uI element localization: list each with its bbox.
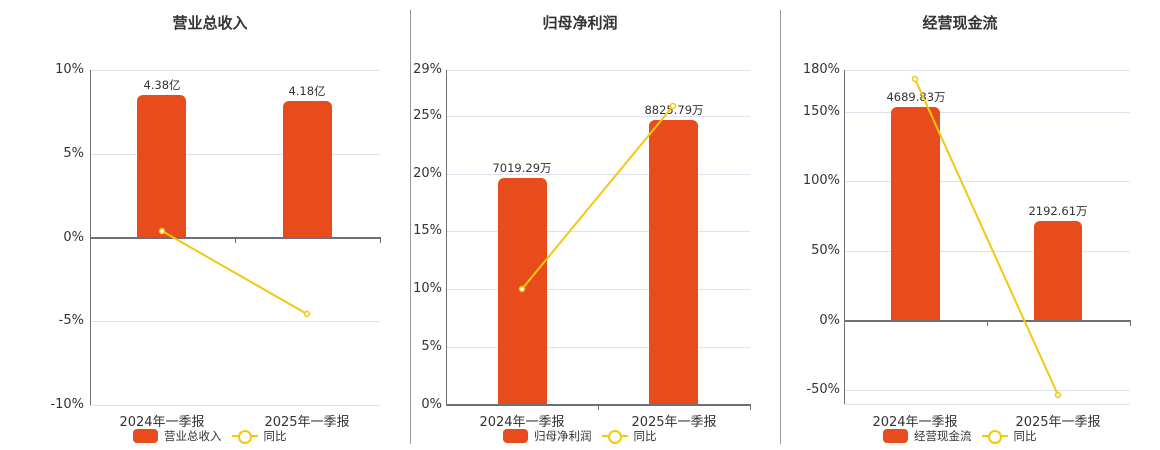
y-axis (446, 70, 447, 405)
x-category-label: 2024年一季报 (479, 415, 565, 430)
gridline (90, 405, 380, 406)
bar-2025q1[interactable] (283, 101, 332, 238)
gridline (844, 181, 1130, 182)
bar-2024q1[interactable] (137, 95, 186, 238)
x-tick (380, 238, 381, 243)
y-tick-label: 0% (421, 397, 442, 412)
legend: 归母净利润 同比 (503, 428, 657, 444)
y-tick-label: 29% (413, 62, 442, 77)
legend: 经营现金流 同比 (883, 428, 1037, 444)
y-axis (844, 70, 845, 404)
legend-bar-swatch[interactable] (133, 429, 158, 443)
bar-value-label: 4.18亿 (288, 84, 326, 98)
legend-line-label[interactable]: 同比 (1013, 429, 1037, 443)
bar-value-label: 8825.79万 (644, 103, 704, 117)
y-tick-label: 25% (413, 108, 442, 123)
gridline (446, 70, 750, 71)
legend: 营业总收入 同比 (133, 428, 287, 444)
legend-bar-label[interactable]: 营业总收入 (164, 429, 222, 443)
chart-title: 归母净利润 (542, 14, 618, 32)
legend-bar-swatch[interactable] (883, 429, 908, 443)
y-tick-label: 15% (413, 223, 442, 238)
legend-bar-swatch[interactable] (503, 429, 528, 443)
x-category-label: 2025年一季报 (1015, 415, 1101, 430)
y-tick-label: 0% (63, 230, 84, 245)
x-tick (987, 321, 988, 326)
gridline (844, 70, 1130, 71)
gridline (446, 231, 750, 232)
x-category-label: 2024年一季报 (872, 415, 958, 430)
y-tick-label: 5% (63, 146, 84, 161)
gridline (90, 70, 380, 71)
bar-value-label: 7019.29万 (492, 161, 552, 175)
gridline (844, 112, 1130, 113)
gridline (844, 251, 1130, 252)
chart-title: 经营现金流 (922, 14, 998, 32)
bar-value-label: 2192.61万 (1028, 204, 1088, 218)
y-tick-label: 10% (55, 62, 84, 77)
bar-value-label: 4.38亿 (143, 78, 181, 92)
y-tick-label: 5% (421, 339, 442, 354)
bar-2024q1[interactable] (498, 178, 547, 405)
gridline (90, 321, 380, 322)
legend-line-label[interactable]: 同比 (263, 429, 287, 443)
gridline (446, 289, 750, 290)
gridline (90, 154, 380, 155)
legend-line-icon[interactable] (601, 429, 628, 444)
x-tick (1130, 321, 1131, 326)
panel-divider (780, 10, 781, 444)
chart-title: 营业总收入 (172, 14, 248, 32)
legend-bar-label[interactable]: 经营现金流 (914, 429, 972, 443)
x-category-label: 2024年一季报 (119, 415, 205, 430)
y-tick-label: -5% (58, 313, 84, 328)
y-tick-label: 10% (413, 281, 442, 296)
gridline (446, 347, 750, 348)
y-tick-label: 100% (802, 173, 840, 188)
gridline (844, 404, 1130, 405)
x-tick (598, 405, 599, 410)
bar-2024q1[interactable] (891, 107, 940, 321)
y-tick-label: 0% (819, 313, 840, 328)
y-tick-label: 150% (802, 104, 840, 119)
gridline (844, 390, 1130, 391)
x-category-label: 2025年一季报 (631, 415, 717, 430)
y-tick-label: 50% (811, 243, 840, 258)
bar-value-label: 4689.83万 (886, 90, 946, 104)
bar-2025q1[interactable] (649, 120, 698, 405)
x-tick (235, 238, 236, 243)
legend-line-label[interactable]: 同比 (633, 429, 657, 443)
bar-2025q1[interactable] (1034, 221, 1082, 321)
x-tick (750, 405, 751, 410)
legend-line-icon[interactable] (231, 429, 258, 444)
y-tick-label: -10% (50, 397, 84, 412)
y-tick-label: 20% (413, 166, 442, 181)
legend-bar-label[interactable]: 归母净利润 (534, 429, 592, 443)
y-tick-label: -50% (806, 382, 840, 397)
x-category-label: 2025年一季报 (264, 415, 350, 430)
legend-line-icon[interactable] (981, 429, 1008, 444)
panel-divider (410, 10, 411, 444)
y-tick-label: 180% (802, 62, 840, 77)
